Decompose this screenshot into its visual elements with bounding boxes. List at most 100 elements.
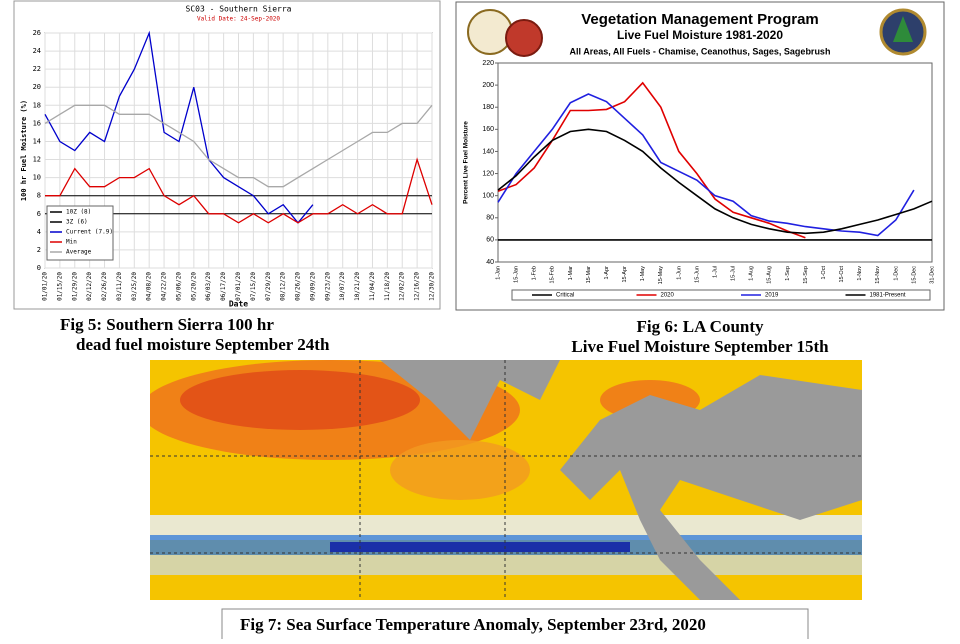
x-tick-label: 10/07/20: [339, 272, 346, 301]
legend-label: Average: [66, 249, 92, 256]
chart-subtitle: Valid Date: 24-Sep-2020: [197, 16, 280, 23]
x-tick-label: 1-Jan: [495, 266, 501, 280]
x-tick-label: 1-Sep: [785, 266, 791, 281]
legend-box: [46, 205, 114, 261]
x-tick-label: 15-Jun: [694, 266, 700, 283]
y-tick-label: 160: [482, 126, 494, 133]
legend-label: 10Z (8): [66, 209, 91, 216]
y-tick-label: 0: [37, 264, 41, 272]
x-tick-label: 05/06/20: [175, 272, 182, 301]
x-tick-label: 1-Apr: [604, 266, 610, 280]
y-tick-label: 40: [486, 259, 494, 266]
x-tick-label: 15-Jan: [514, 266, 520, 283]
y-tick-label: 6: [37, 210, 41, 218]
series-line: [497, 128, 933, 235]
y-axis-label: Percent Live Fuel Moisture: [463, 121, 470, 204]
x-tick-label: 03/11/20: [116, 272, 123, 301]
y-tick-label: 10: [33, 174, 41, 182]
x-tick-label: 15-Nov: [875, 266, 881, 284]
y-tick-label: 16: [33, 119, 41, 127]
x-tick-label: 01/01/20: [42, 272, 49, 301]
chart: SC03 - Southern Sierra Valid Date: 24-Sep…: [20, 5, 436, 309]
x-tick-label: 03/25/20: [131, 272, 138, 301]
x-tick-label: 07/29/20: [265, 272, 272, 301]
y-axis-label: 100 hr Fuel Moisture (%): [20, 100, 28, 201]
legend-label: 3Z (6): [66, 219, 88, 226]
x-tick-label: 06/17/20: [220, 272, 227, 301]
y-tick-label: 8: [37, 192, 41, 200]
logo: [467, 8, 927, 57]
y-tick-label: 24: [33, 47, 41, 55]
x-tick-label: 15-Apr: [622, 266, 628, 283]
x-tick-label: 1-May: [640, 266, 646, 282]
y-tick-label: 18: [33, 101, 41, 109]
x-tick-label: 02/26/20: [101, 272, 108, 301]
x-tick-label: 1-Jun: [676, 266, 682, 280]
x-tick-label: 06/03/20: [205, 272, 212, 301]
legend-label: Critical: [556, 293, 574, 299]
x-tick-label: 09/09/20: [309, 272, 316, 301]
series-line: [44, 30, 314, 224]
x-tick-label: 04/22/20: [161, 272, 168, 301]
y-tick-label: 200: [482, 82, 494, 89]
x-tick-label: 02/12/20: [86, 272, 93, 301]
y-tick-label: 100: [482, 193, 494, 200]
legend-label: 1981-Present: [870, 293, 906, 299]
x-tick-label: 10/21/20: [354, 272, 361, 301]
series-line: [44, 104, 433, 188]
x-tick-label: 1-Oct: [821, 266, 827, 280]
x-tick-label: 15-Sep: [803, 266, 809, 284]
x-tick-label: 12/02/20: [399, 272, 406, 301]
legend-box: [511, 289, 931, 301]
x-axis-label: Date: [229, 300, 248, 309]
x-tick-label: 31-Dec: [929, 266, 935, 284]
y-tick-label: 60: [486, 237, 494, 244]
x-tick-label: 15-Aug: [767, 266, 773, 284]
y-tick-label: 22: [33, 65, 41, 73]
x-tick-label: 05/20/20: [190, 272, 197, 301]
x-tick-label: 1-Feb: [532, 266, 538, 280]
chart-note: All Areas, All Fuels - Chamise, Ceanothu…: [570, 46, 831, 56]
y-tick-label: 220: [482, 60, 494, 67]
x-tick-label: 1-Mar: [568, 266, 574, 281]
x-tick-label: 09/23/20: [324, 272, 331, 301]
y-tick-label: 4: [37, 228, 41, 236]
y-tick-label: 120: [482, 170, 494, 177]
series-line: [497, 93, 915, 237]
x-tick-label: 1-Dec: [893, 266, 899, 281]
sst-map: [150, 360, 862, 600]
x-tick-label: 15-Dec: [911, 266, 917, 284]
x-tick-label: 15-May: [658, 266, 664, 285]
x-tick-label: 08/12/20: [280, 272, 287, 301]
caption: Fig 5: Southern Sierra 100 hr dead fuel m…: [60, 315, 330, 354]
y-tick-label: 180: [482, 104, 494, 111]
x-tick-label: 11/18/20: [384, 272, 391, 301]
chart-title: Vegetation Management Program: [581, 11, 819, 28]
y-tick-label: 26: [33, 29, 41, 37]
x-tick-label: 1-Nov: [857, 266, 863, 281]
x-tick-label: 04/08/20: [146, 272, 153, 301]
x-tick-label: 11/04/20: [369, 272, 376, 301]
y-tick-label: 14: [33, 137, 41, 145]
x-tick-label: 15-Mar: [586, 266, 592, 284]
y-tick-label: 20: [33, 83, 41, 91]
series-line: [45, 157, 433, 224]
legend-label: Min: [66, 239, 77, 246]
x-tick-label: 1-Aug: [749, 266, 755, 281]
x-tick-label: 12/16/20: [414, 272, 421, 301]
x-tick-label: 15-Feb: [550, 266, 556, 283]
y-tick-label: 12: [33, 156, 41, 164]
caption: Fig 7: Sea Surface Temperature Anomaly, …: [240, 615, 706, 634]
chart-title: SC03 - Southern Sierra: [186, 5, 292, 14]
y-tick-label: 140: [482, 148, 494, 155]
x-tick-label: 1-Jul: [712, 266, 718, 278]
series-line: [497, 81, 806, 239]
y-tick-label: 80: [486, 215, 494, 222]
legend-label: Current (7.9): [66, 229, 113, 236]
x-tick-label: 07/01/20: [235, 272, 242, 301]
x-tick-label: 15-Jul: [731, 266, 737, 281]
legend-label: 2020: [661, 293, 675, 299]
x-tick-label: 01/15/20: [56, 272, 63, 301]
y-tick-label: 2: [37, 246, 41, 254]
